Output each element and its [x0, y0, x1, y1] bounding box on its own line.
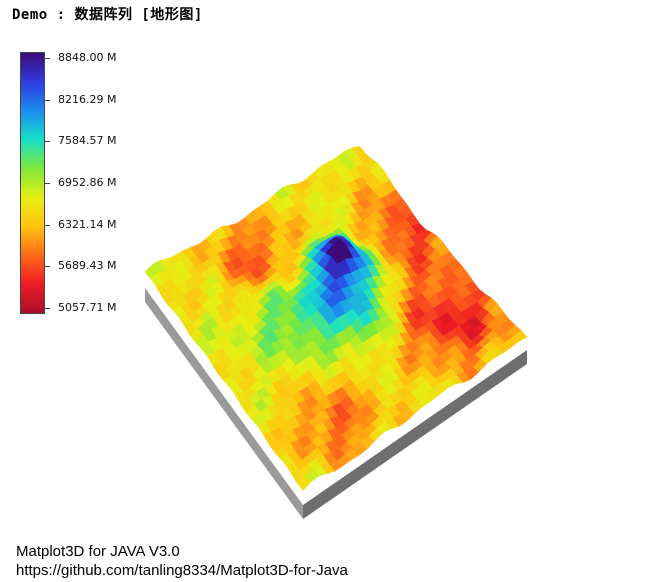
footer-url[interactable]: https://github.com/tanling8334/Matplot3D…	[16, 562, 348, 579]
colorbar-tick-label: 6321.14 M	[58, 217, 117, 231]
terrain-cell	[512, 329, 528, 342]
terrain-surface[interactable]	[0, 0, 660, 540]
colorbar-tick-label: 5689.43 M	[58, 259, 117, 273]
page-title: Demo : 数据阵列 [地形图]	[12, 7, 203, 23]
colorbar-tick-mark	[45, 58, 50, 59]
colorbar-tick-mark	[45, 141, 50, 143]
colorbar-tick-mark	[45, 308, 50, 309]
footer-library-name: Matplot3D for JAVA V3.0	[16, 543, 180, 560]
colorbar-tick-label: 8848.00 M	[58, 51, 117, 64]
colorbar-tick-label: 7584.57 M	[58, 134, 117, 148]
colorbar-tick-mark	[45, 224, 50, 226]
terrain-wall-right	[303, 350, 527, 519]
colorbar	[20, 52, 45, 314]
colorbar-tick-mark	[45, 99, 50, 101]
colorbar-tick-label: 8216.29 M	[58, 92, 117, 106]
colorbar-tick-mark	[45, 183, 50, 184]
terrain-wall-left	[145, 288, 303, 519]
colorbar-tick-label: 5057.71 M	[58, 301, 117, 314]
colorbar-tick-mark	[45, 266, 50, 268]
colorbar-tick-label: 6952.86 M	[58, 176, 117, 189]
